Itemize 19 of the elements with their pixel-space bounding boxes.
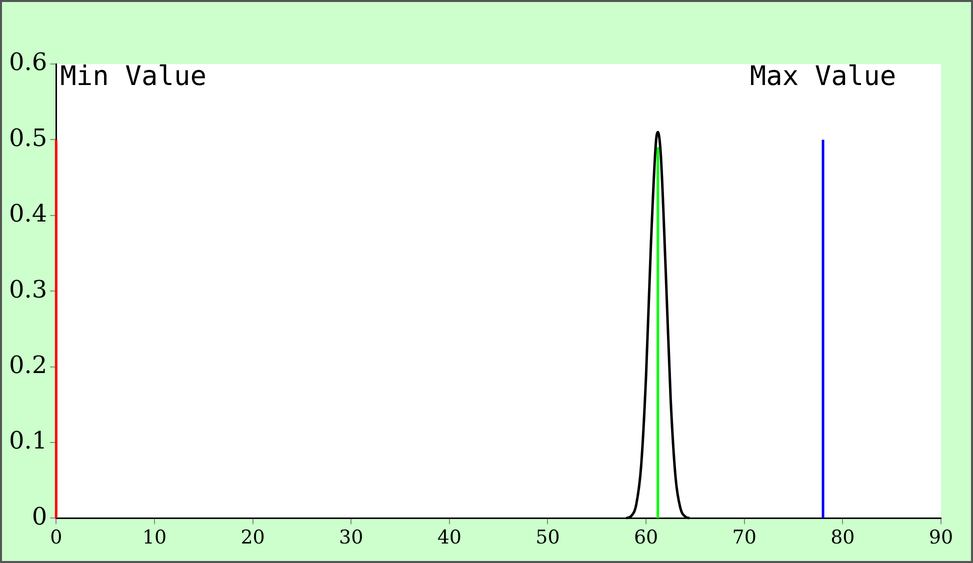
x-tick-label: 40	[437, 526, 462, 549]
x-tick-label: 0	[50, 526, 62, 549]
x-tick-label: 90	[928, 526, 954, 549]
y-tick-label: 0.5	[8, 124, 48, 152]
x-tick-label: 20	[240, 526, 265, 549]
text: Max Value	[750, 61, 896, 92]
y-tick-label: 0.3	[8, 275, 48, 304]
y-tick-label: 0.4	[8, 200, 48, 228]
x-tick-label: 80	[830, 526, 855, 549]
x-tick-label: 70	[732, 526, 756, 549]
series-label: Min Value	[60, 61, 206, 92]
x-tick-label: 50	[536, 526, 560, 549]
y-tick-label: 0.1	[8, 426, 48, 455]
x-tick-label: 10	[142, 526, 167, 549]
y-tick-label: 0	[32, 502, 48, 530]
y-tick-label: 0.6	[8, 48, 48, 76]
x-tick-label: 30	[339, 526, 364, 549]
x-tick-label: 60	[634, 526, 658, 549]
y-tick-label: 0.2	[8, 351, 48, 380]
